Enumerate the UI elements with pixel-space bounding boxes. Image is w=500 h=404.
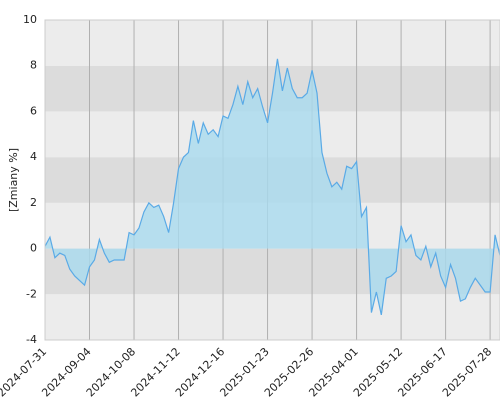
y-tick-label: 10 bbox=[23, 13, 37, 26]
y-tick-label: 6 bbox=[30, 104, 37, 117]
y-tick-label: 2 bbox=[30, 196, 37, 209]
y-tick-label: 4 bbox=[30, 150, 37, 163]
y-axis-label: [Zmiany %] bbox=[7, 148, 20, 212]
area-fill bbox=[45, 58, 500, 315]
grid-band bbox=[45, 20, 500, 66]
y-tick-label: -4 bbox=[26, 333, 37, 346]
plot-border bbox=[44, 19, 500, 341]
y-tick-label: 8 bbox=[30, 59, 37, 72]
line bbox=[44, 58, 500, 315]
y-tick-label: -2 bbox=[26, 287, 37, 300]
y-tick-label: 0 bbox=[30, 242, 37, 255]
grid-band bbox=[45, 294, 500, 340]
